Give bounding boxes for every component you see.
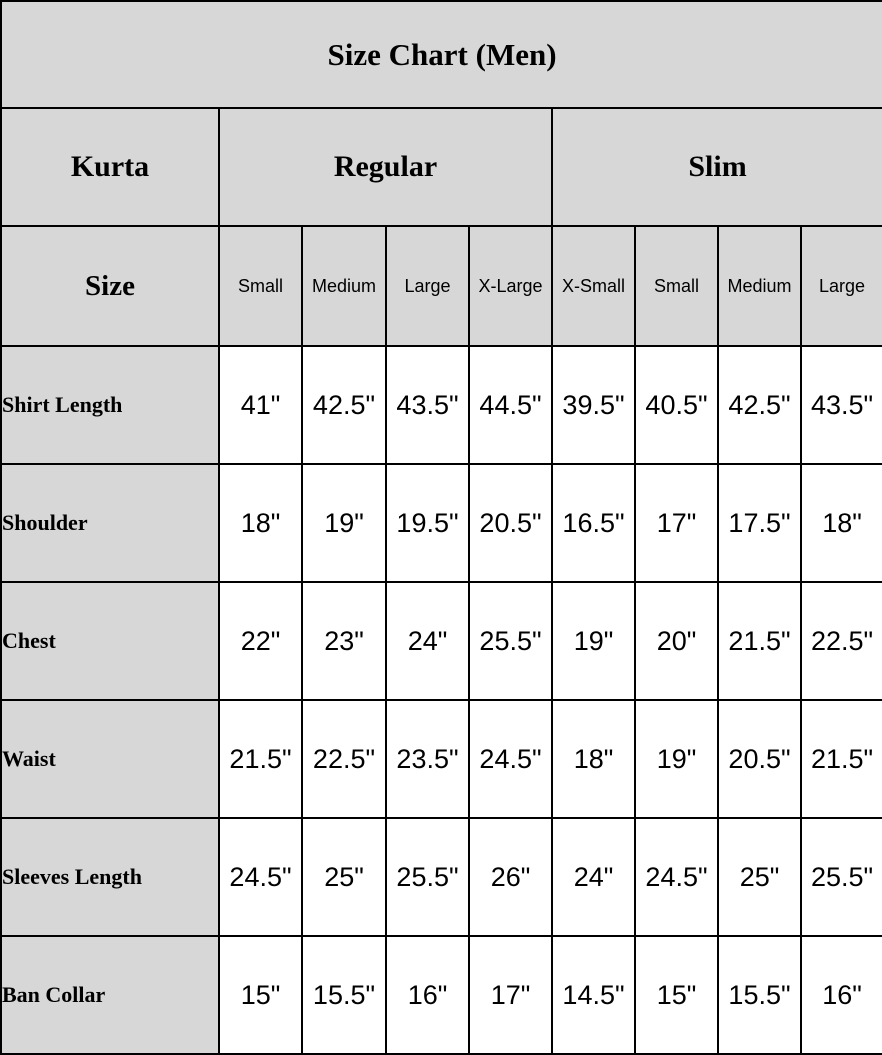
measurement-label: Shirt Length — [0, 345, 220, 465]
size-header-slim-small: Small — [634, 225, 719, 347]
measurement-value: 17" — [634, 463, 719, 583]
measurement-value: 23.5" — [385, 699, 470, 819]
measurement-value: 17" — [468, 935, 553, 1055]
measurement-value: 23" — [301, 581, 387, 701]
measurement-value: 18" — [799, 463, 882, 583]
measurement-value: 24.5" — [634, 817, 719, 937]
page-title: Size Chart (Men) — [0, 0, 882, 109]
measurement-value: 42.5" — [301, 345, 387, 465]
fit-header-row: Kurta Regular Slim — [0, 107, 882, 227]
measurement-value: 25" — [301, 817, 387, 937]
size-column-label: Size — [0, 225, 220, 347]
measurement-value: 25.5" — [385, 817, 470, 937]
measurement-value: 19" — [634, 699, 719, 819]
measurement-value: 20.5" — [468, 463, 553, 583]
measurement-value: 17.5" — [717, 463, 802, 583]
measurement-value: 18" — [218, 463, 303, 583]
table-row: Shoulder 18" 19" 19.5" 20.5" 16.5" 17" 1… — [0, 463, 882, 583]
size-header-regular-small: Small — [218, 225, 303, 347]
measurement-value: 15.5" — [301, 935, 387, 1055]
measurement-value: 16" — [385, 935, 470, 1055]
measurement-value: 19" — [301, 463, 387, 583]
measurement-value: 25" — [717, 817, 802, 937]
size-header-regular-x-large: X-Large — [468, 225, 553, 347]
measurement-value: 18" — [551, 699, 636, 819]
measurement-value: 22.5" — [799, 581, 882, 701]
measurement-value: 25.5" — [468, 581, 553, 701]
measurement-label: Chest — [0, 581, 220, 701]
measurement-value: 15" — [634, 935, 719, 1055]
garment-type-label: Kurta — [0, 107, 220, 227]
measurement-value: 20" — [634, 581, 719, 701]
size-header-slim-medium: Medium — [717, 225, 802, 347]
fit-header-regular: Regular — [218, 107, 553, 227]
table-row: Ban Collar 15" 15.5" 16" 17" 14.5" 15" 1… — [0, 935, 882, 1055]
table-row: Sleeves Length 24.5" 25" 25.5" 26" 24" 2… — [0, 817, 882, 937]
measurement-value: 19.5" — [385, 463, 470, 583]
measurement-value: 21.5" — [717, 581, 802, 701]
size-header-slim-x-small: X-Small — [551, 225, 636, 347]
measurement-value: 24.5" — [218, 817, 303, 937]
measurement-value: 25.5" — [799, 817, 882, 937]
fit-header-slim: Slim — [550, 107, 882, 227]
size-header-regular-medium: Medium — [301, 225, 387, 347]
measurement-value: 21.5" — [799, 699, 882, 819]
measurement-value: 16.5" — [551, 463, 636, 583]
measurement-value: 43.5" — [799, 345, 882, 465]
measurement-value: 41" — [218, 345, 303, 465]
measurement-value: 24" — [551, 817, 636, 937]
measurement-label: Shoulder — [0, 463, 220, 583]
measurement-value: 39.5" — [551, 345, 636, 465]
measurement-label: Sleeves Length — [0, 817, 220, 937]
measurement-value: 16" — [799, 935, 882, 1055]
table-row: Shirt Length 41" 42.5" 43.5" 44.5" 39.5"… — [0, 345, 882, 465]
measurement-value: 15" — [218, 935, 303, 1055]
measurement-value: 15.5" — [717, 935, 802, 1055]
measurement-value: 22.5" — [301, 699, 387, 819]
measurement-value: 43.5" — [385, 345, 470, 465]
measurement-label: Ban Collar — [0, 935, 220, 1055]
size-header-row: Size Small Medium Large X-Large X-Small … — [0, 225, 882, 347]
table-row: Chest 22" 23" 24" 25.5" 19" 20" 21.5" 22… — [0, 581, 882, 701]
measurement-value: 24" — [385, 581, 470, 701]
measurement-value: 14.5" — [551, 935, 636, 1055]
table-row: Waist 21.5" 22.5" 23.5" 24.5" 18" 19" 20… — [0, 699, 882, 819]
measurement-value: 44.5" — [468, 345, 553, 465]
measurement-value: 24.5" — [468, 699, 553, 819]
measurement-value: 22" — [218, 581, 303, 701]
measurement-value: 20.5" — [717, 699, 802, 819]
measurement-value: 21.5" — [218, 699, 303, 819]
size-header-slim-large: Large — [799, 225, 882, 347]
measurement-value: 42.5" — [717, 345, 802, 465]
title-row: Size Chart (Men) — [0, 0, 882, 109]
measurement-value: 40.5" — [634, 345, 719, 465]
measurement-label: Waist — [0, 699, 220, 819]
measurement-value: 26" — [468, 817, 553, 937]
size-header-regular-large: Large — [385, 225, 470, 347]
measurement-value: 19" — [551, 581, 636, 701]
